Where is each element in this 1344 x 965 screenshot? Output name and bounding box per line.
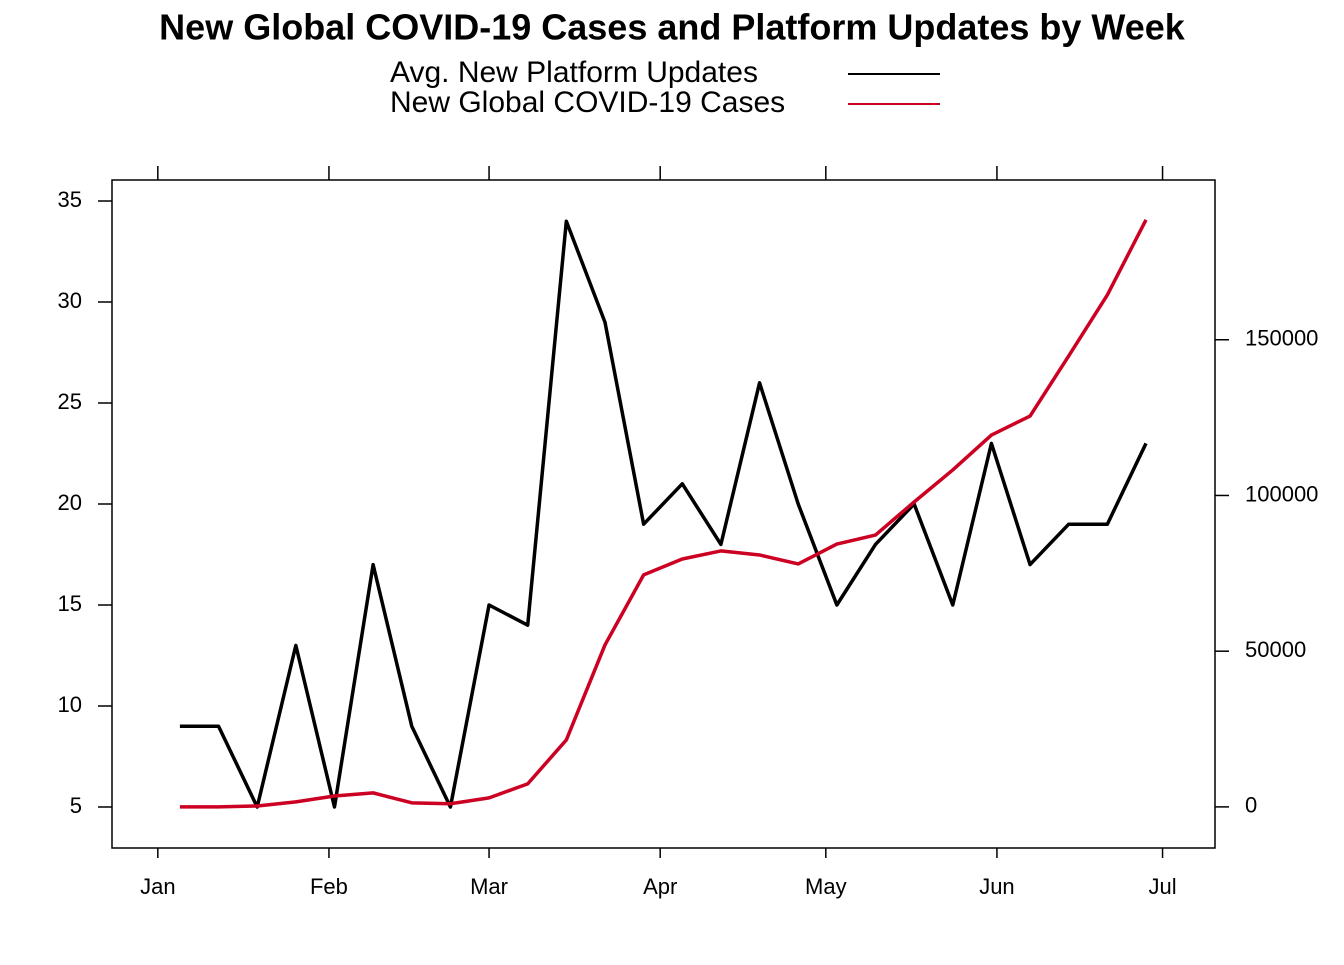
x-tick-label: Jan (140, 874, 175, 899)
legend-label: New Global COVID-19 Cases (390, 86, 785, 119)
y2-tick-label: 150000 (1245, 326, 1318, 351)
x-tick-label: Apr (643, 874, 677, 899)
plot-frame (111, 179, 1216, 849)
series-line (179, 219, 1148, 809)
y2-tick-label: 50000 (1245, 637, 1306, 662)
x-tick-label: Jul (1148, 874, 1176, 899)
y-tick-label: 35 (58, 187, 82, 212)
legend-label: Avg. New Platform Updates (390, 56, 758, 89)
x-tick-label: Feb (310, 874, 348, 899)
series-line (179, 219, 1148, 809)
y2-tick-label: 100000 (1245, 481, 1318, 506)
x-tick-label: Mar (470, 874, 508, 899)
y-tick-label: 15 (58, 591, 82, 616)
chart-title: New Global COVID-19 Cases and Platform U… (159, 7, 1186, 48)
y-tick-label: 5 (70, 793, 82, 818)
y-tick-label: 25 (58, 389, 82, 414)
x-tick-label: May (805, 874, 847, 899)
y2-tick-label: 0 (1245, 793, 1257, 818)
x-tick-label: Jun (979, 874, 1014, 899)
y-tick-label: 20 (58, 490, 82, 515)
y-tick-label: 30 (58, 288, 82, 313)
y-tick-label: 10 (58, 692, 82, 717)
